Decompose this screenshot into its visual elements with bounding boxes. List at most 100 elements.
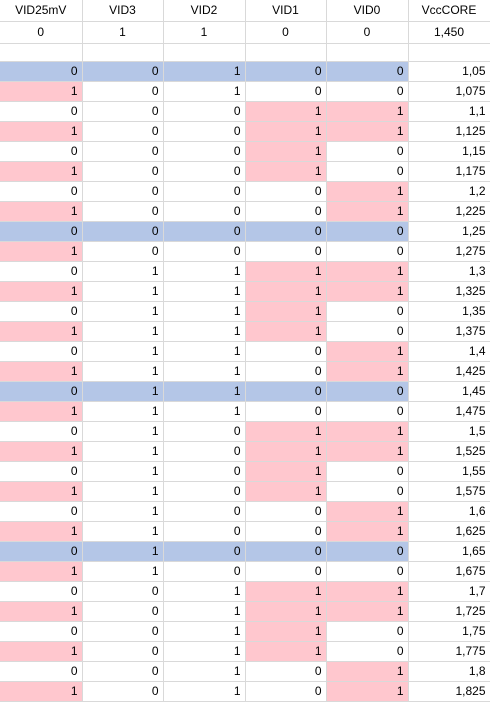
bit-cell[interactable]: 1 [82,281,164,302]
vcc-core-cell[interactable]: 1,825 [408,681,490,702]
bit-cell[interactable]: 1 [0,241,83,262]
vcc-core-cell[interactable]: 1,2 [408,181,490,202]
vcc-core-cell[interactable]: 1,775 [408,641,490,662]
bit-cell[interactable]: 1 [245,281,327,302]
bit-cell[interactable]: 0 [326,641,409,662]
bit-cell[interactable]: 1 [163,641,246,662]
bit-cell[interactable]: 0 [163,501,246,522]
bit-cell[interactable]: 0 [163,521,246,542]
cell[interactable]: 1,450 [408,21,490,44]
bit-cell[interactable]: 0 [0,621,83,642]
bit-cell[interactable]: 1 [82,441,164,462]
bit-cell[interactable]: 0 [0,381,83,402]
bit-cell[interactable]: 1 [163,681,246,702]
bit-cell[interactable]: 0 [245,361,327,382]
vcc-core-cell[interactable]: 1,675 [408,561,490,582]
bit-cell[interactable]: 0 [326,461,409,482]
vcc-core-cell[interactable]: 1,425 [408,361,490,382]
bit-cell[interactable]: 1 [326,341,409,362]
bit-cell[interactable]: 1 [0,441,83,462]
bit-cell[interactable]: 0 [82,181,164,202]
bit-cell[interactable]: 1 [82,481,164,502]
vcc-core-cell[interactable]: 1,275 [408,241,490,262]
header-cell[interactable]: VID1 [245,0,327,22]
empty-cell[interactable] [0,43,83,62]
bit-cell[interactable]: 1 [82,461,164,482]
bit-cell[interactable]: 1 [326,421,409,442]
bit-cell[interactable]: 0 [326,401,409,422]
bit-cell[interactable]: 0 [82,601,164,622]
bit-cell[interactable]: 0 [245,181,327,202]
empty-cell[interactable] [326,43,409,62]
bit-cell[interactable]: 0 [163,441,246,462]
cell[interactable]: 1 [163,21,246,44]
empty-cell[interactable] [408,43,490,62]
bit-cell[interactable]: 0 [326,141,409,162]
bit-cell[interactable]: 0 [245,561,327,582]
bit-cell[interactable]: 0 [326,621,409,642]
bit-cell[interactable]: 0 [82,201,164,222]
vcc-core-cell[interactable]: 1,55 [408,461,490,482]
vcc-core-cell[interactable]: 1,475 [408,401,490,422]
header-cell[interactable]: VID2 [163,0,246,22]
bit-cell[interactable]: 0 [82,641,164,662]
vcc-core-cell[interactable]: 1,225 [408,201,490,222]
bit-cell[interactable]: 1 [82,261,164,282]
bit-cell[interactable]: 1 [245,101,327,122]
bit-cell[interactable]: 1 [0,681,83,702]
bit-cell[interactable]: 1 [163,341,246,362]
bit-cell[interactable]: 0 [82,221,164,242]
bit-cell[interactable]: 0 [326,61,409,82]
bit-cell[interactable]: 0 [245,681,327,702]
bit-cell[interactable]: 0 [245,661,327,682]
bit-cell[interactable]: 1 [326,121,409,142]
vcc-core-cell[interactable]: 1,375 [408,321,490,342]
bit-cell[interactable]: 0 [0,661,83,682]
bit-cell[interactable]: 1 [245,601,327,622]
vcc-core-cell[interactable]: 1,075 [408,81,490,102]
bit-cell[interactable]: 0 [0,341,83,362]
bit-cell[interactable]: 1 [245,161,327,182]
vcc-core-cell[interactable]: 1,5 [408,421,490,442]
bit-cell[interactable]: 1 [163,81,246,102]
bit-cell[interactable]: 0 [82,101,164,122]
bit-cell[interactable]: 0 [0,141,83,162]
bit-cell[interactable]: 0 [0,301,83,322]
bit-cell[interactable]: 1 [326,281,409,302]
bit-cell[interactable]: 1 [326,361,409,382]
vcc-core-cell[interactable]: 1,725 [408,601,490,622]
vcc-core-cell[interactable]: 1,7 [408,581,490,602]
vcc-core-cell[interactable]: 1,175 [408,161,490,182]
bit-cell[interactable]: 0 [163,421,246,442]
bit-cell[interactable]: 0 [245,501,327,522]
bit-cell[interactable]: 1 [326,261,409,282]
bit-cell[interactable]: 0 [82,61,164,82]
bit-cell[interactable]: 1 [163,381,246,402]
bit-cell[interactable]: 0 [163,221,246,242]
bit-cell[interactable]: 1 [245,641,327,662]
header-cell[interactable]: VID25mV [0,0,83,22]
bit-cell[interactable]: 1 [82,521,164,542]
bit-cell[interactable]: 0 [245,81,327,102]
bit-cell[interactable]: 1 [163,261,246,282]
cell[interactable]: 0 [0,21,83,44]
vcc-core-cell[interactable]: 1,05 [408,61,490,82]
bit-cell[interactable]: 0 [163,181,246,202]
bit-cell[interactable]: 0 [245,221,327,242]
bit-cell[interactable]: 1 [326,181,409,202]
vcc-core-cell[interactable]: 1,45 [408,381,490,402]
bit-cell[interactable]: 1 [245,481,327,502]
bit-cell[interactable]: 1 [245,321,327,342]
bit-cell[interactable]: 1 [326,201,409,222]
bit-cell[interactable]: 1 [0,561,83,582]
bit-cell[interactable]: 0 [0,221,83,242]
bit-cell[interactable]: 0 [163,481,246,502]
bit-cell[interactable]: 1 [163,601,246,622]
bit-cell[interactable]: 0 [0,61,83,82]
bit-cell[interactable]: 1 [0,161,83,182]
bit-cell[interactable]: 1 [82,561,164,582]
cell[interactable]: 0 [326,21,409,44]
bit-cell[interactable]: 0 [82,141,164,162]
bit-cell[interactable]: 1 [326,681,409,702]
vcc-core-cell[interactable]: 1,125 [408,121,490,142]
